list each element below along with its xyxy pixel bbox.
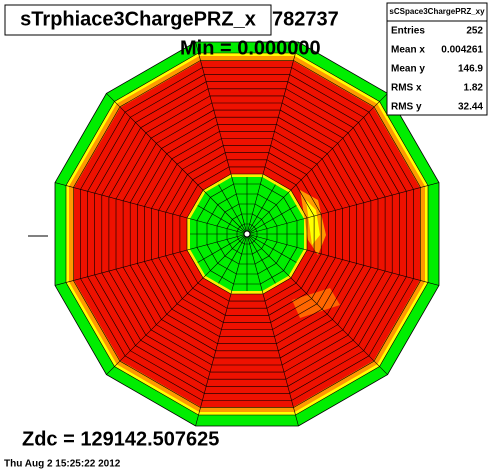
hidden-text: 782737 xyxy=(272,8,339,30)
sector-line xyxy=(195,233,248,427)
sector-line xyxy=(197,205,248,235)
stats-value: 252 xyxy=(466,26,483,37)
sector-line xyxy=(106,233,248,375)
title-box xyxy=(4,4,272,36)
stats-value: 1.82 xyxy=(464,83,484,94)
stats-value: 32.44 xyxy=(458,102,483,113)
stats-frame xyxy=(386,2,488,116)
stats-key: Entries xyxy=(391,26,425,37)
center-dot xyxy=(243,230,251,238)
sector-line xyxy=(246,182,440,235)
stats-title: sCSpace3ChargePRZ_xy xyxy=(389,7,485,16)
sector-line xyxy=(218,184,248,235)
sector-line xyxy=(246,233,297,263)
sector-line xyxy=(246,184,276,235)
sector-line xyxy=(195,41,248,235)
sector-line xyxy=(54,182,248,235)
stats-key: Mean y xyxy=(391,64,425,75)
sector-line xyxy=(106,93,248,235)
min-label: Min = 0.000000 xyxy=(180,37,321,59)
stats-value: 146.9 xyxy=(458,64,483,75)
sector-line xyxy=(197,233,248,263)
sector-line xyxy=(54,233,248,286)
detector-plot xyxy=(54,41,440,427)
sector-line xyxy=(246,205,297,235)
sector-line xyxy=(246,233,388,375)
title: sTrphiace3ChargePRZ_x xyxy=(20,8,256,30)
hot-spot xyxy=(306,200,320,245)
timestamp: Thu Aug 2 15:25:22 2012 xyxy=(4,459,121,470)
sector-line xyxy=(218,233,248,284)
sector-line xyxy=(246,93,388,235)
stats-value: 0.004261 xyxy=(441,45,483,56)
stats-key: RMS x xyxy=(391,83,422,94)
stats-key: RMS y xyxy=(391,102,422,113)
sector-line xyxy=(246,233,299,427)
zdc-label: Zdc = 129142.507625 xyxy=(22,428,219,450)
stats-key: Mean x xyxy=(391,45,425,56)
stats-box: sCSpace3ChargePRZ_xy Entries 252 Mean x 0.0… xyxy=(386,2,488,116)
sector-line xyxy=(246,41,299,235)
sector-line xyxy=(246,233,276,284)
sector-line xyxy=(246,233,440,286)
